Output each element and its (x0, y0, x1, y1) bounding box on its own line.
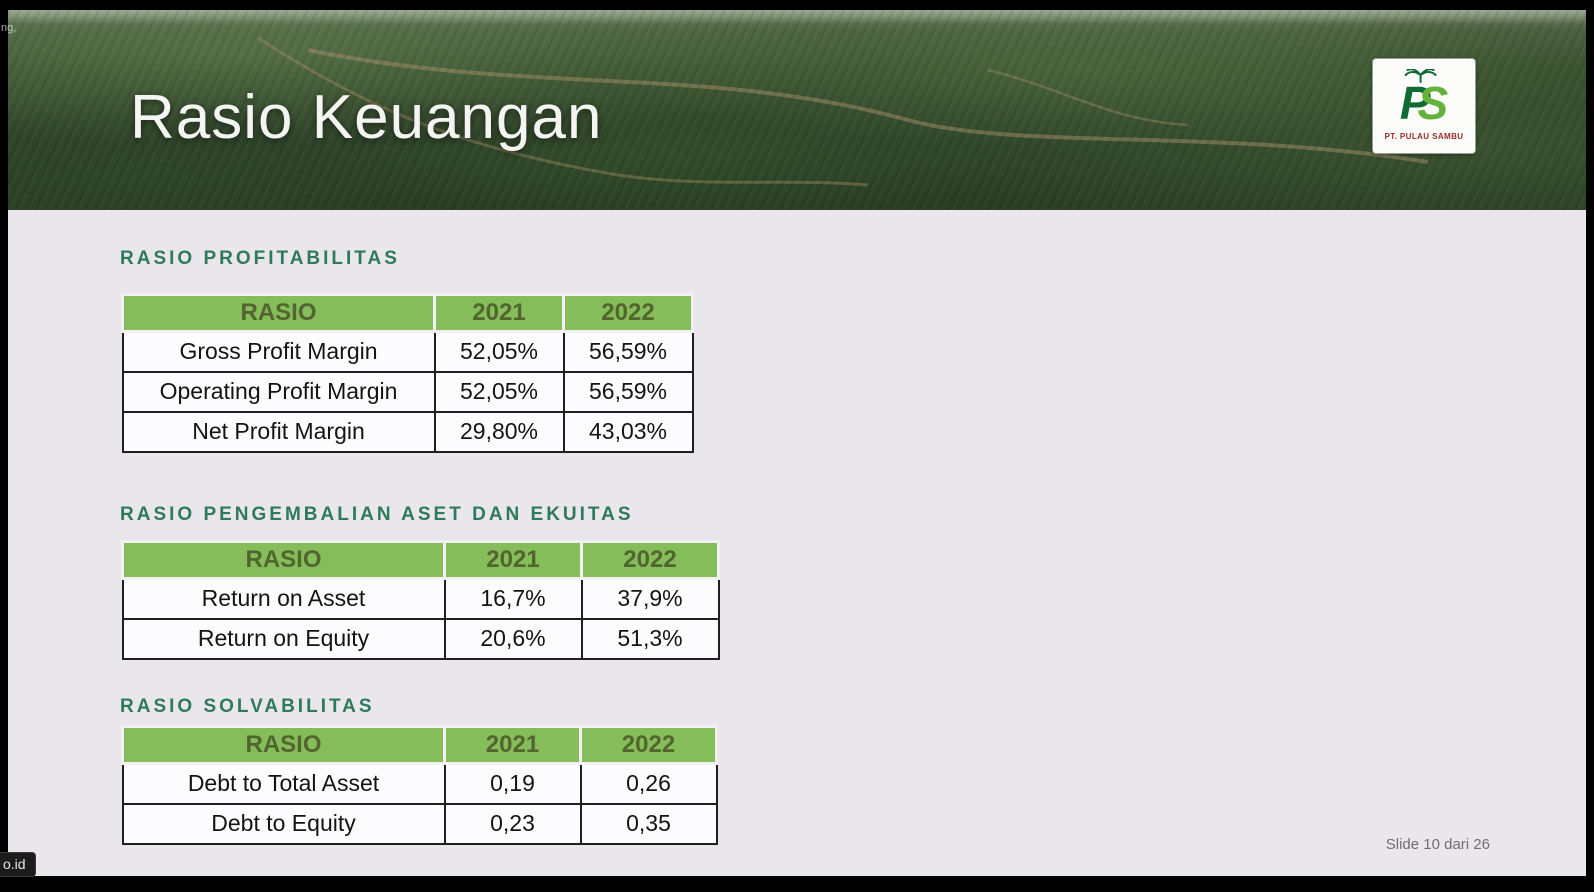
col-header-2021: 2021 (443, 540, 583, 580)
col-header-2022: 2022 (562, 293, 694, 333)
ratio-value-2021: 0,19 (443, 762, 582, 805)
ratio-value-2021: 52,05% (433, 370, 565, 413)
section-heading-profitabilitas: RASIO PROFITABILITAS (120, 248, 400, 269)
ratio-name: Debt to Total Asset (121, 762, 446, 805)
logo-letter-p: P (1399, 76, 1431, 129)
company-logo: PS PT. PULAU SAMBU (1372, 58, 1476, 154)
ratio-value-2022: 51,3% (580, 617, 720, 660)
section-heading-pengembalian-aset: RASIO PENGEMBALIAN ASET DAN EKUITAS (120, 504, 634, 525)
solvency-table: RASIO 2021 2022 Debt to Total Asset 0,19… (121, 725, 718, 845)
table-header-row: RASIO 2021 2022 (121, 725, 718, 765)
table-row: Debt to Equity 0,23 0,35 (121, 802, 718, 845)
logo-letter-s: S (1417, 76, 1449, 129)
ratio-name: Return on Equity (121, 617, 446, 660)
ratio-value-2021: 52,05% (433, 330, 565, 373)
table-row: Return on Asset 16,7% 37,9% (121, 577, 720, 620)
ratio-value-2022: 0,35 (579, 802, 718, 845)
ratio-name: Debt to Equity (121, 802, 446, 845)
return-ratio-table: RASIO 2021 2022 Return on Asset 16,7% 37… (121, 540, 720, 660)
logo-initials: PS (1400, 80, 1448, 126)
table-row: Debt to Total Asset 0,19 0,26 (121, 762, 718, 805)
ratio-value-2022: 56,59% (562, 330, 694, 373)
ratio-value-2021: 20,6% (443, 617, 583, 660)
logo-company-name: PT. PULAU SAMBU (1384, 131, 1464, 141)
ratio-name: Operating Profit Margin (121, 370, 436, 413)
col-header-2022: 2022 (579, 725, 718, 765)
ratio-value-2022: 0,26 (579, 762, 718, 805)
col-header-2022: 2022 (580, 540, 720, 580)
table-header-row: RASIO 2021 2022 (121, 293, 694, 333)
profitability-table: RASIO 2021 2022 Gross Profit Margin 52,0… (121, 293, 694, 453)
ratio-value-2021: 29,80% (433, 410, 565, 453)
ratio-value-2021: 16,7% (443, 577, 583, 620)
col-header-rasio: RASIO (121, 540, 446, 580)
section-heading-solvabilitas: RASIO SOLVABILITAS (120, 696, 375, 717)
col-header-rasio: RASIO (121, 725, 446, 765)
overlay-text-fragment: ng, (1, 22, 17, 34)
slide-title: Rasio Keuangan (130, 83, 603, 152)
ratio-value-2021: 0,23 (443, 802, 582, 845)
page-indicator: Slide 10 dari 26 (1385, 836, 1490, 853)
col-header-2021: 2021 (443, 725, 582, 765)
table-row: Return on Equity 20,6% 51,3% (121, 617, 720, 660)
ratio-value-2022: 37,9% (580, 577, 720, 620)
ratio-value-2022: 56,59% (562, 370, 694, 413)
ratio-value-2022: 43,03% (562, 410, 694, 453)
ratio-name: Return on Asset (121, 577, 446, 620)
ratio-name: Gross Profit Margin (121, 330, 436, 373)
table-header-row: RASIO 2021 2022 (121, 540, 720, 580)
ratio-name: Net Profit Margin (121, 410, 436, 453)
col-header-2021: 2021 (433, 293, 565, 333)
watermark-badge: o.id (0, 852, 36, 877)
header-banner-forest-image (8, 10, 1586, 210)
table-row: Operating Profit Margin 52,05% 56,59% (121, 370, 694, 413)
table-row: Net Profit Margin 29,80% 43,03% (121, 410, 694, 453)
col-header-rasio: RASIO (121, 293, 436, 333)
table-row: Gross Profit Margin 52,05% 56,59% (121, 330, 694, 373)
palm-tree-icon (1404, 69, 1437, 83)
presentation-slide: Rasio Keuangan PS PT. PULAU SAMBU RASIO … (8, 10, 1586, 876)
